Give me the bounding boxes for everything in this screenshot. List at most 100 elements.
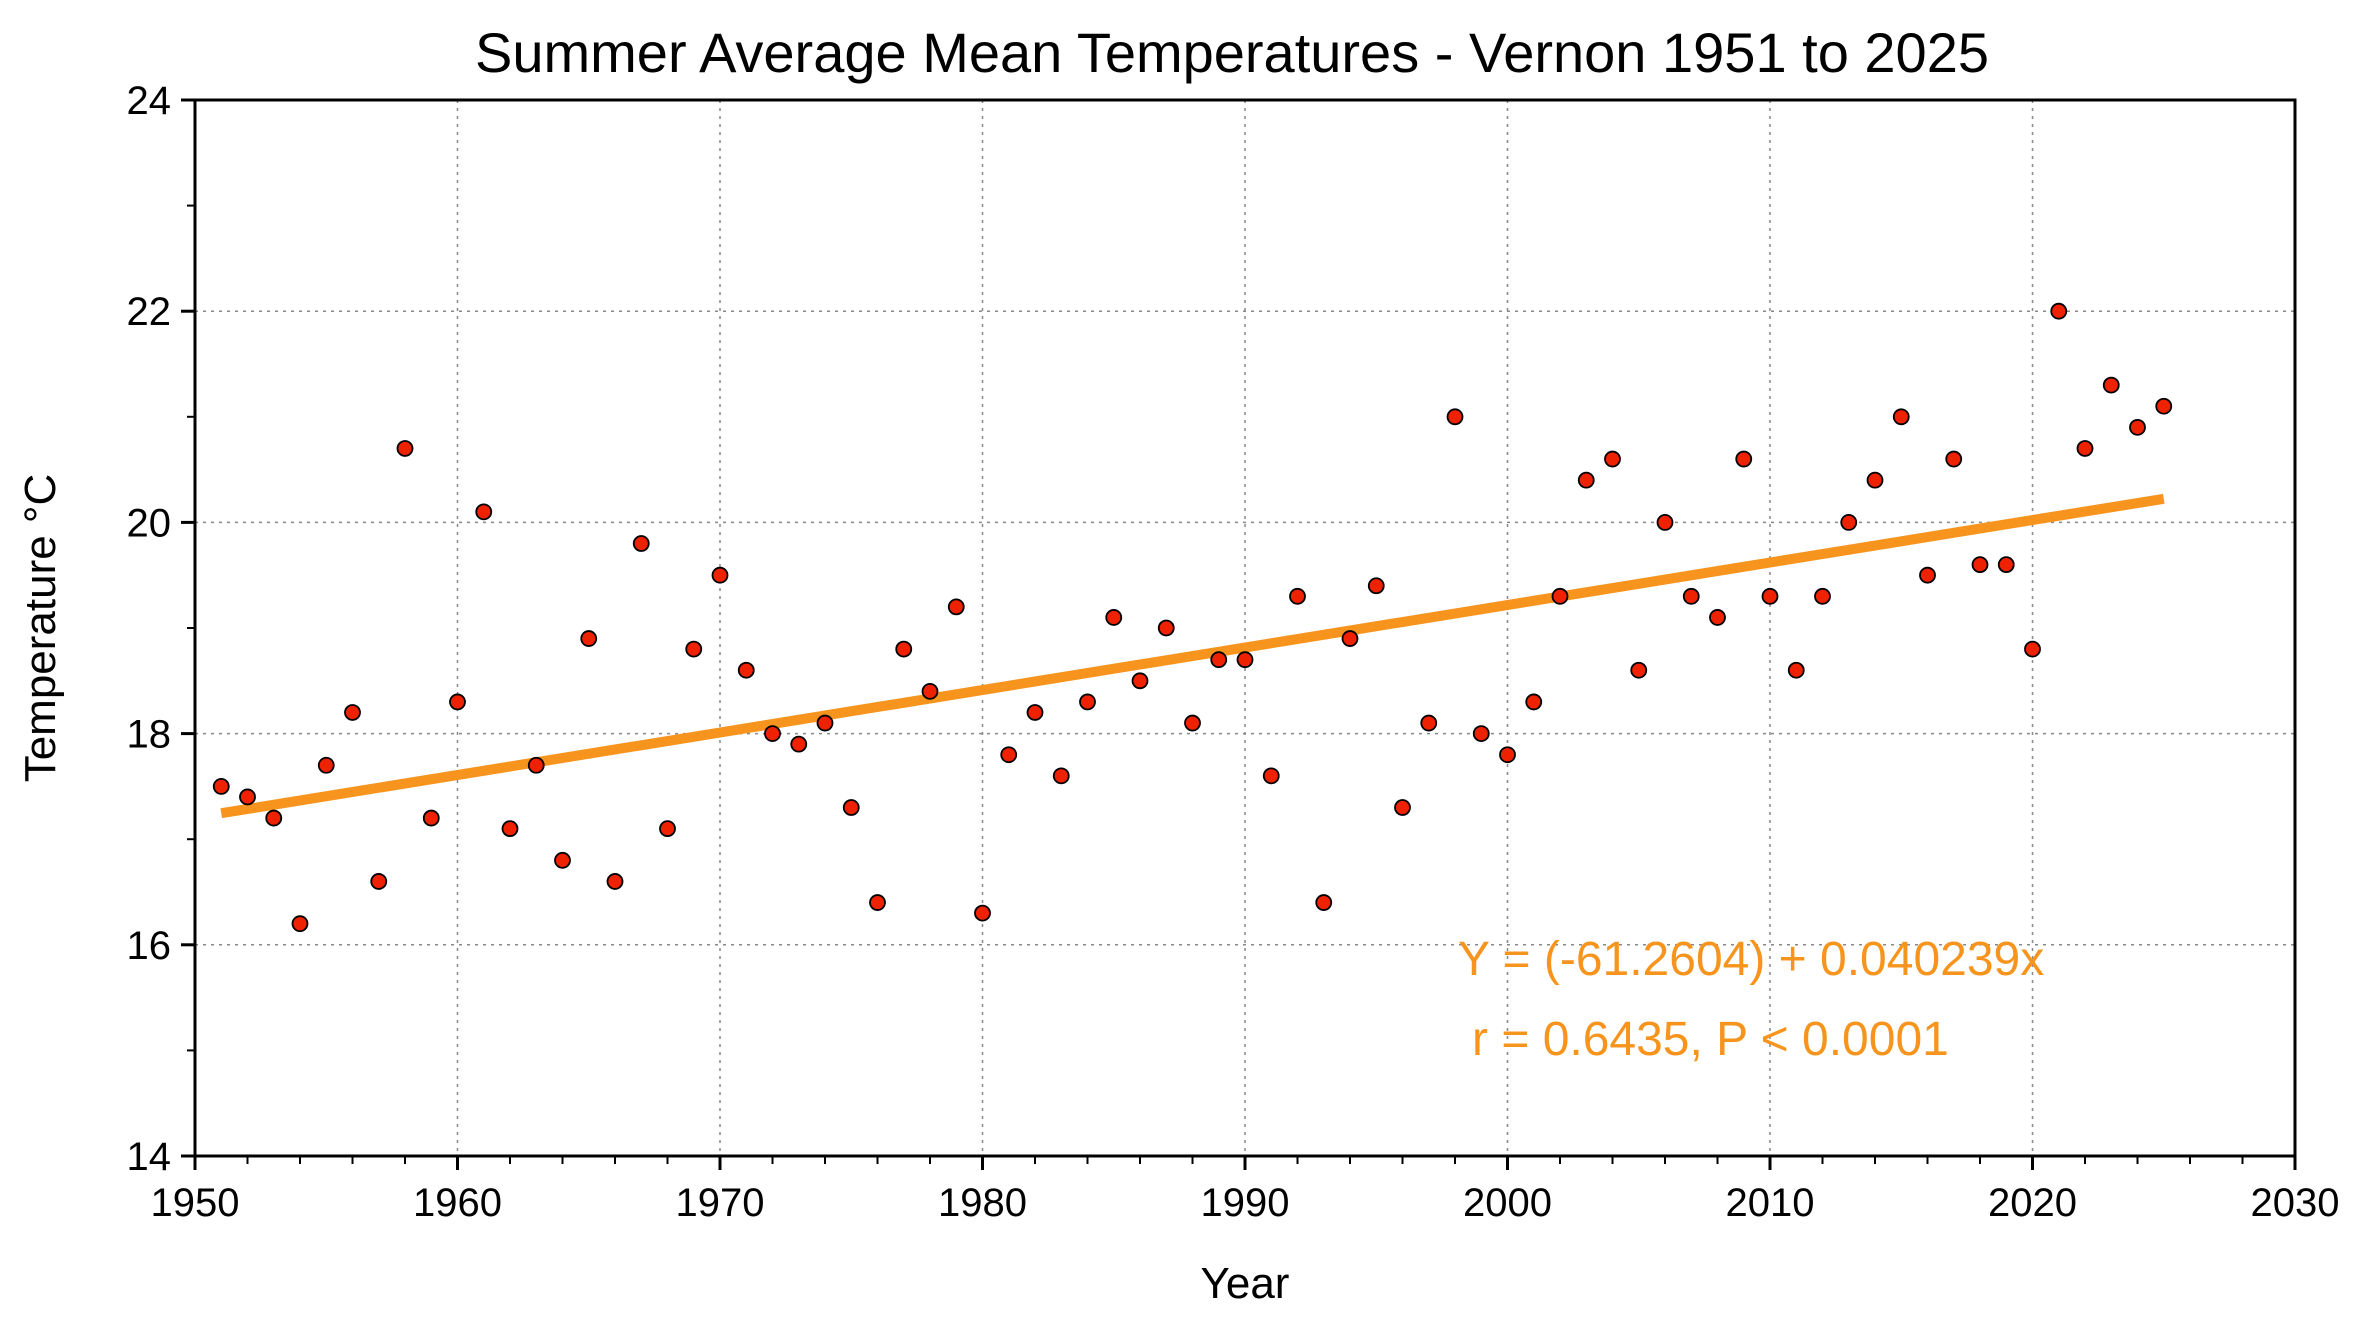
data-point [265,809,283,827]
data-point [606,873,624,890]
data-point [1026,704,1044,721]
data-point [1840,514,1858,531]
x-tick-label: 2010 [1726,1181,1815,1225]
data-point [344,704,361,721]
data-point [1341,630,1359,647]
trend-layer [220,493,2165,819]
data-point [737,661,755,679]
data-point [317,756,335,774]
data-point [1971,556,1989,574]
data-point [396,440,414,457]
data-point [1420,714,1438,732]
y-tick-label: 20 [127,501,172,545]
x-tick-label: 1990 [1201,1181,1290,1225]
data-point [2129,418,2146,436]
data-point [527,756,545,774]
data-point [869,894,886,911]
data-point [1446,408,1464,426]
data-point [1892,408,1910,426]
data-point [1052,767,1070,785]
data-point [580,630,598,647]
x-tick-label: 1950 [151,1181,240,1225]
data-point [1551,587,1569,605]
data-point [947,598,965,616]
data-point [1787,661,1805,679]
data-point [212,778,230,795]
data-point [422,809,440,827]
x-tick-label: 1960 [413,1181,502,1225]
data-point [1761,587,1779,605]
data-point [711,566,729,584]
y-axis-label: Temperature °C [16,474,65,783]
data-point [1682,587,1700,605]
x-tick-label: 2000 [1463,1181,1552,1225]
data-point [764,725,781,742]
data-point [449,693,466,711]
data-point [239,788,256,806]
y-tick-label: 22 [127,290,172,334]
data-point [1919,566,1936,584]
x-tick-label: 1970 [676,1181,765,1225]
data-point [1499,746,1516,764]
data-points [212,302,2173,933]
x-axis-ticks: 1950 1960 1970 1980 1990 2000 2010 2020 2030 [151,1156,2340,1225]
data-point [370,873,388,890]
chart-title: Summer Average Mean Temperatures - Verno… [475,21,1989,84]
data-point [842,799,860,816]
data-point [1131,672,1149,690]
data-point [921,682,939,700]
data-point [1604,450,1621,468]
data-point [1945,450,1963,468]
data-point [1577,471,1595,489]
data-point [1236,651,1254,669]
data-point [291,915,309,933]
data-point [659,820,676,838]
y-tick-label: 24 [127,79,172,123]
data-point [1315,894,1333,911]
correlation-stats: r = 0.6435, P < 0.0001 [1472,1013,1949,1066]
data-point [974,904,991,922]
data-point [1105,609,1123,626]
data-point [2024,640,2041,658]
y-axis-ticks: 14 16 18 20 22 24 [127,79,195,1179]
data-point [1000,746,1018,764]
data-point [2076,440,2094,457]
data-point [816,714,834,732]
data-point [501,820,519,838]
data-point [1394,799,1411,816]
x-tick-label: 2020 [1988,1181,2077,1225]
regression-equation: Y = (-61.2604) + 0.040239x [1458,933,2044,986]
data-point [1289,587,1306,605]
data-point [685,640,703,658]
data-point [895,640,913,658]
y-tick-label: 14 [127,1135,172,1179]
data-point [1656,514,1674,531]
data-point [1997,556,2015,574]
data-point [1709,609,1726,626]
data-point [1814,587,1831,605]
y-tick-label: 16 [127,924,172,968]
data-point [2102,376,2120,394]
data-point [790,735,808,753]
data-point [1367,577,1385,595]
data-point [1525,693,1543,711]
data-point [1184,714,1201,732]
data-point [2155,397,2173,415]
x-axis-label: Year [1201,1259,1290,1308]
grid-lines [195,100,2295,1156]
x-tick-label: 2030 [2251,1181,2340,1225]
data-point [1472,725,1490,742]
data-point [1210,651,1228,669]
data-point [1262,767,1280,785]
data-point [632,535,650,552]
data-point [2050,302,2068,320]
y-tick-label: 18 [127,713,172,757]
x-tick-label: 1980 [938,1181,1027,1225]
data-point [554,851,571,869]
data-point [1735,450,1753,468]
data-point [1866,471,1884,489]
data-point [1157,619,1175,637]
trend-line [220,493,2165,819]
data-point [1630,661,1648,679]
